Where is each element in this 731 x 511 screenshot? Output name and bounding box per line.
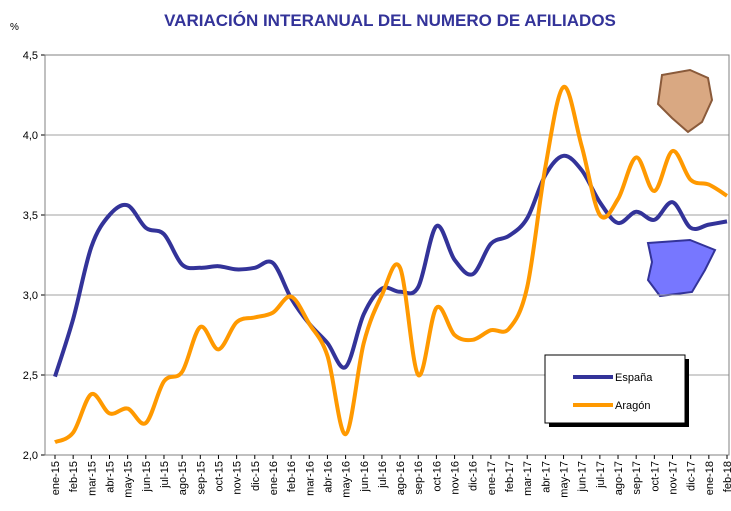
- x-tick-label: ene-16: [268, 461, 280, 495]
- plot-border: [44, 54, 730, 456]
- x-tick-label: oct-17: [649, 461, 661, 492]
- aragon-map: [656, 68, 714, 134]
- x-tick-label: jul-16: [377, 461, 389, 489]
- x-tick-label: mar-17: [522, 461, 534, 496]
- x-tick-label: oct-15: [213, 461, 225, 492]
- series-line: [53, 153, 728, 378]
- x-tick-label: nov-17: [668, 461, 680, 495]
- x-tick-label: feb-15: [68, 461, 80, 492]
- x-tick-label: ene-18: [704, 461, 716, 495]
- y-tick-label: 3,0: [23, 290, 38, 302]
- x-tick-label: mar-15: [86, 461, 98, 496]
- x-tick-label: may-16: [341, 461, 353, 498]
- x-tick-label: ago-17: [613, 461, 625, 495]
- x-tick-label: oct-16: [431, 461, 443, 492]
- x-tick-label: sep-15: [195, 461, 207, 495]
- y-tick-label: 4,0: [23, 130, 38, 142]
- x-tick-label: may-15: [123, 461, 135, 498]
- x-tick-label: abr-15: [104, 461, 116, 493]
- x-tick-label: jul-15: [159, 461, 171, 489]
- x-tick-label: jun-17: [577, 461, 589, 493]
- x-tick-label: mar-16: [304, 461, 316, 496]
- y-tick-label: 2,0: [23, 450, 38, 462]
- x-tick-label: abr-16: [322, 461, 334, 493]
- chart-title: VARIACIÓN INTERANUAL DEL NUMERO DE AFILI…: [164, 11, 616, 30]
- x-tick-label: abr-17: [540, 461, 552, 493]
- y-tick-label: 2,5: [23, 370, 38, 382]
- x-tick-label: nov-15: [232, 461, 244, 495]
- y-tick-label: 3,5: [23, 210, 38, 222]
- x-tick-label: ene-15: [50, 461, 62, 495]
- x-tick-label: dic-16: [468, 461, 480, 491]
- legend-label: Aragón: [615, 400, 650, 412]
- spain-map: [646, 238, 717, 298]
- x-tick-label: sep-16: [413, 461, 425, 495]
- x-tick-label: ago-15: [177, 461, 189, 495]
- x-tick-label: sep-17: [631, 461, 643, 495]
- y-tick-label: 4,5: [23, 50, 38, 62]
- x-tick-label: ene-17: [486, 461, 498, 495]
- x-tick-label: jun-15: [141, 461, 153, 493]
- y-axis-label: %: [10, 22, 19, 33]
- x-tick-label: dic-15: [250, 461, 262, 491]
- legend-box: [544, 354, 686, 424]
- x-tick-label: dic-17: [686, 461, 698, 491]
- x-tick-label: feb-17: [504, 461, 516, 492]
- series-line: [54, 84, 729, 445]
- legend-label: España: [615, 372, 653, 384]
- x-tick-label: feb-18: [722, 461, 731, 492]
- x-tick-label: jul-17: [595, 461, 607, 489]
- x-tick-label: feb-16: [286, 461, 298, 492]
- x-tick-label: nov-16: [450, 461, 462, 495]
- x-tick-label: ago-16: [395, 461, 407, 495]
- x-tick-label: may-17: [559, 461, 571, 498]
- x-tick-label: jun-16: [359, 461, 371, 493]
